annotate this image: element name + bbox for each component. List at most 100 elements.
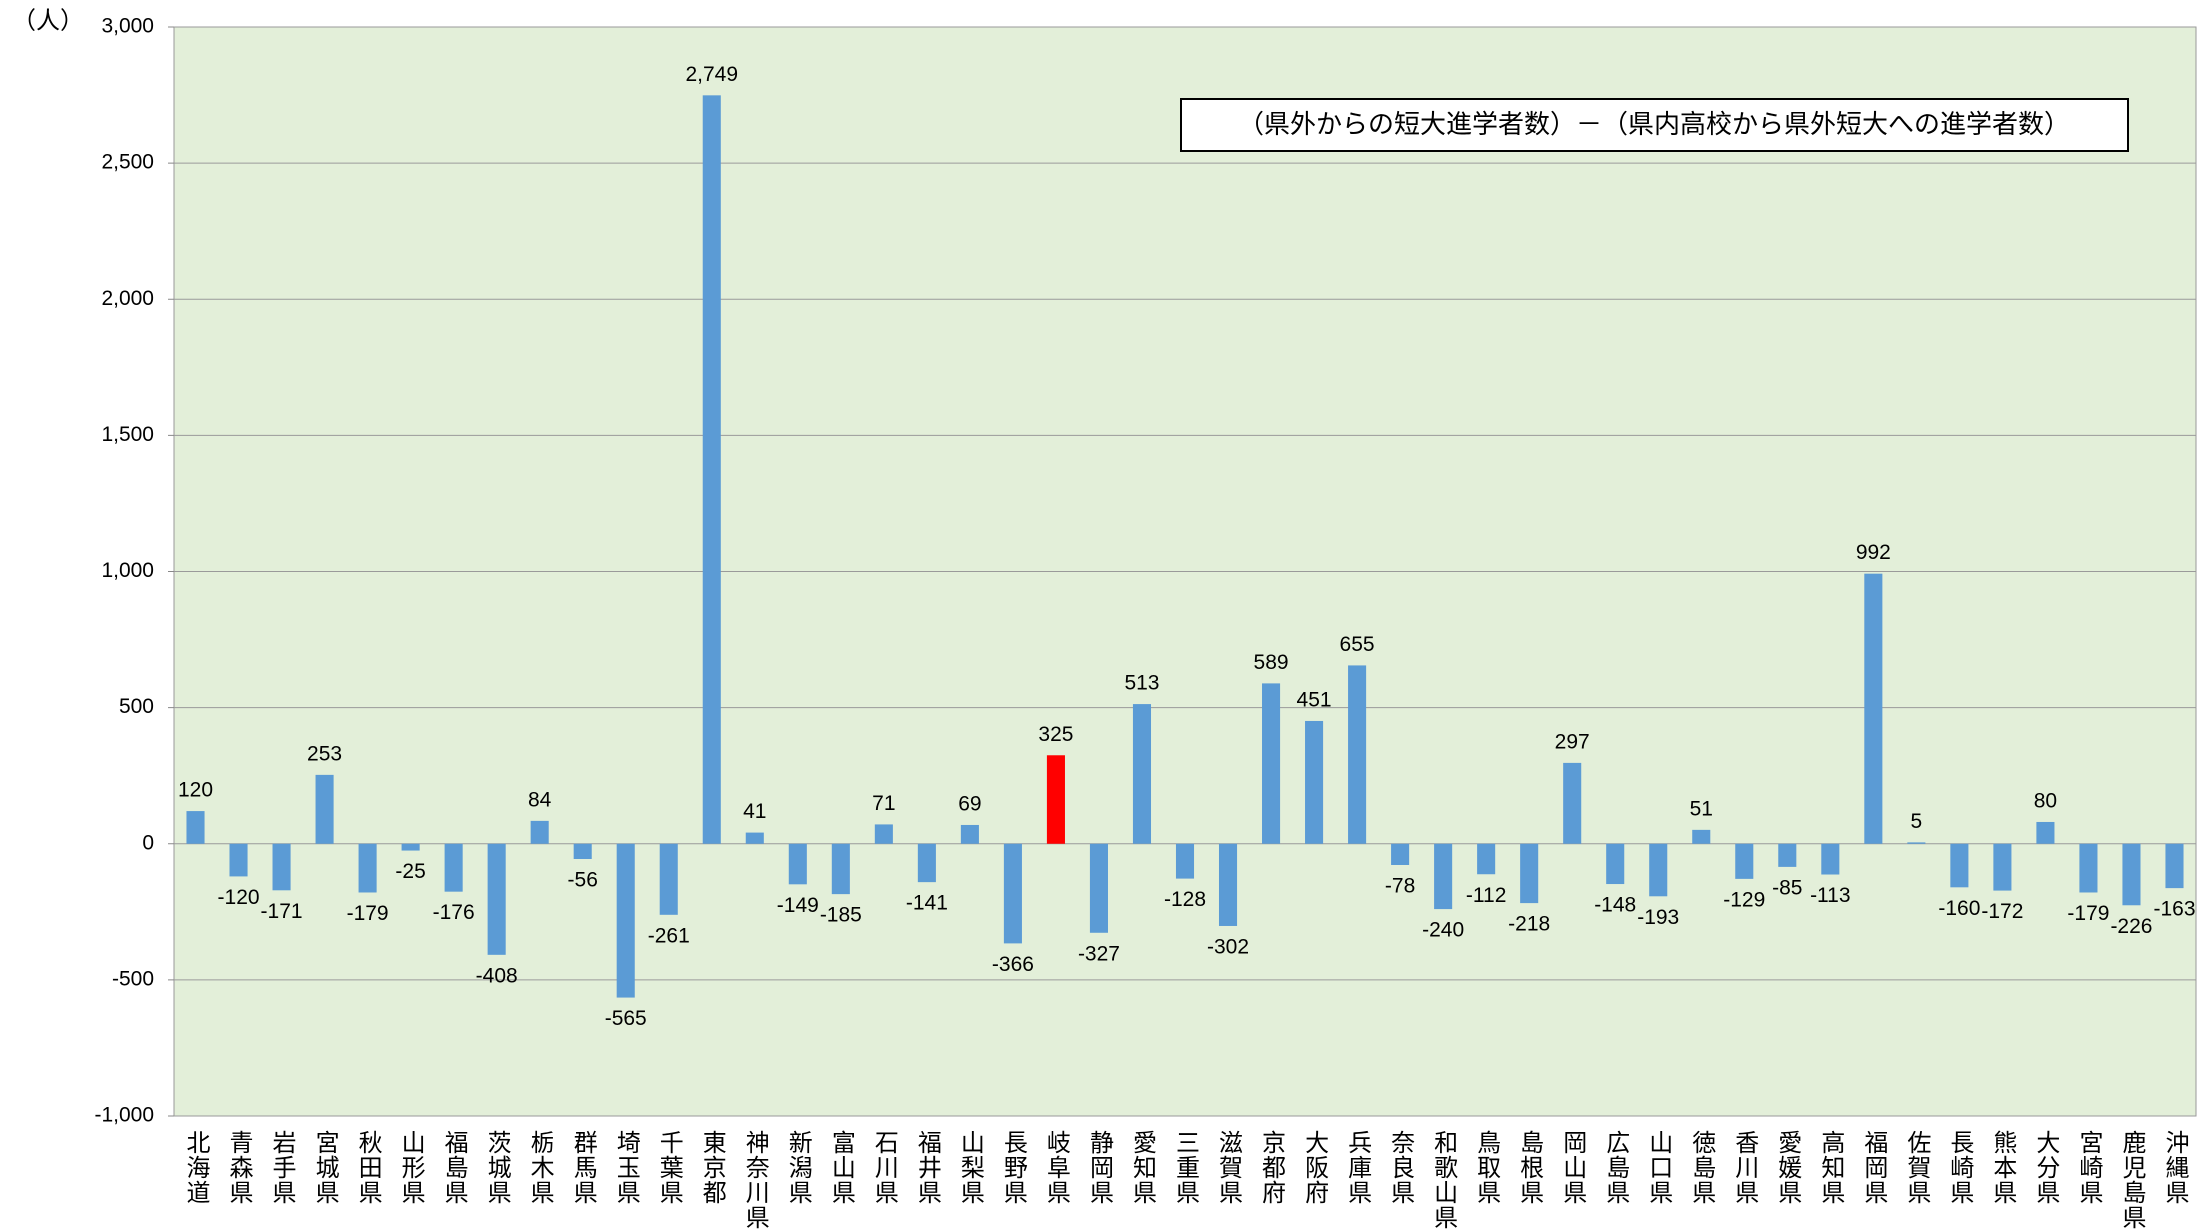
x-tick-label: 埼玉県 — [612, 1130, 640, 1205]
bar — [1175, 843, 1195, 879]
data-label: -129 — [1723, 888, 1765, 911]
unit-label: （人） — [12, 7, 84, 34]
bar — [1993, 843, 2012, 891]
x-tick-label: 大分県 — [2032, 1130, 2059, 1205]
bar — [1003, 843, 1022, 944]
bar — [573, 843, 592, 859]
data-label: 2,749 — [685, 63, 738, 86]
x-tick-label: 愛媛県 — [1774, 1130, 1802, 1205]
x-tick-label: 鳥取県 — [1473, 1130, 1501, 1205]
data-label: -408 — [476, 964, 518, 987]
x-tick-label: 福井県 — [913, 1130, 941, 1205]
bar — [616, 843, 635, 998]
x-tick-label: 高知県 — [1817, 1130, 1845, 1205]
x-tick-label: 福岡県 — [1860, 1130, 1888, 1205]
data-label: -240 — [1422, 919, 1464, 942]
bar — [1950, 843, 1969, 888]
bar — [1218, 843, 1238, 926]
data-label: -128 — [1164, 888, 1206, 911]
x-tick-label: 青森県 — [225, 1130, 253, 1205]
bar — [1305, 720, 1324, 844]
data-label: -171 — [261, 900, 303, 923]
data-label: -172 — [1981, 900, 2023, 923]
x-tick-label: 群馬県 — [569, 1130, 597, 1205]
x-tick-label: 石川県 — [870, 1130, 898, 1205]
data-label: 5 — [1911, 810, 1923, 833]
x-tick-label: 滋賀県 — [1215, 1130, 1243, 1205]
data-label: -113 — [1810, 884, 1850, 907]
bar — [788, 843, 807, 885]
data-label: -218 — [1508, 913, 1550, 936]
x-tick-label: 岡山県 — [1559, 1130, 1586, 1205]
bar — [1262, 683, 1281, 844]
annotation-box — [1180, 98, 2129, 152]
x-tick-label: 愛知県 — [1128, 1130, 1156, 1205]
bar — [1348, 665, 1367, 844]
data-label: -226 — [2110, 915, 2152, 938]
x-tick-label: 北海道 — [182, 1130, 210, 1205]
bar — [1735, 843, 1754, 879]
data-label: 513 — [1124, 672, 1159, 695]
data-label: -185 — [820, 904, 862, 927]
y-tick-label: 2,000 — [101, 287, 154, 310]
x-tick-label: 岐阜県 — [1042, 1130, 1069, 1205]
data-label: 655 — [1340, 633, 1375, 656]
data-label: 84 — [528, 788, 552, 811]
bar — [1089, 843, 1108, 933]
x-tick-label: 宮城県 — [311, 1130, 339, 1205]
y-tick-label: 2,500 — [101, 151, 154, 174]
y-tick-label: 0 — [142, 831, 154, 854]
bar — [1864, 573, 1883, 844]
x-tick-label: 山口県 — [1645, 1130, 1672, 1205]
x-tick-label: 新潟県 — [784, 1130, 812, 1205]
bar — [1606, 843, 1625, 885]
data-label: 120 — [178, 779, 213, 802]
bar — [186, 811, 205, 844]
bar — [1563, 762, 1582, 844]
data-label: 297 — [1555, 730, 1590, 753]
x-tick-label: 宮崎県 — [2075, 1130, 2102, 1205]
x-tick-label: 長崎県 — [1946, 1130, 1973, 1205]
data-label: -112 — [1466, 884, 1506, 907]
x-tick-label: 山形県 — [397, 1130, 425, 1205]
data-label: -25 — [395, 860, 425, 883]
x-tick-label: 千葉県 — [655, 1130, 683, 1205]
bar — [444, 843, 463, 892]
x-tick-label: 茨城県 — [483, 1130, 511, 1205]
data-label: 589 — [1254, 651, 1289, 674]
x-tick-label: 秋田県 — [354, 1130, 382, 1205]
data-label: 71 — [872, 792, 895, 815]
bar — [702, 95, 721, 844]
bar — [2036, 821, 2055, 844]
data-label: -141 — [906, 892, 948, 915]
data-label: -78 — [1385, 875, 1415, 898]
x-tick-label: 長野県 — [999, 1130, 1027, 1205]
x-tick-label: 徳島県 — [1688, 1130, 1716, 1205]
y-tick-label: 1,500 — [101, 423, 154, 446]
y-tick-label: -500 — [112, 967, 154, 990]
data-label: 992 — [1856, 541, 1891, 564]
data-label: 325 — [1038, 723, 1073, 746]
data-label: -565 — [605, 1007, 647, 1030]
bar — [917, 843, 936, 883]
x-tick-label: 岩手県 — [268, 1130, 296, 1205]
bar — [1132, 704, 1152, 844]
x-tick-label: 兵庫県 — [1344, 1130, 1372, 1205]
y-tick-label: 500 — [119, 695, 154, 718]
x-tick-label: 広島県 — [1602, 1130, 1629, 1205]
bar — [229, 843, 248, 877]
bar — [2122, 843, 2141, 906]
data-label: -179 — [347, 902, 389, 925]
bar — [1477, 843, 1496, 875]
x-tick-label: 京都府 — [1258, 1130, 1286, 1205]
data-label: -56 — [568, 869, 598, 892]
bar — [1907, 842, 1926, 844]
data-label: -366 — [992, 953, 1034, 976]
data-label: 451 — [1297, 689, 1332, 712]
x-tick-label: 沖縄県 — [2161, 1130, 2189, 1205]
data-label: -163 — [2153, 898, 2195, 921]
bar — [272, 843, 291, 891]
y-tick-label: 3,000 — [101, 15, 154, 38]
data-label: 51 — [1690, 797, 1713, 820]
